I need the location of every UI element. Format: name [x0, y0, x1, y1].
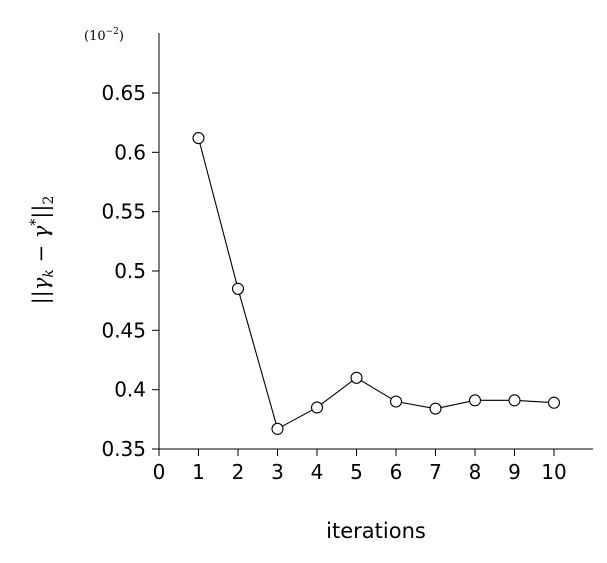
data-point: [389, 395, 403, 408]
x-tick-label: 3: [271, 460, 284, 484]
scale-exponent: −2: [106, 27, 119, 37]
data-point: [429, 402, 442, 415]
x-tick-label: 9: [508, 460, 521, 484]
data-point: [468, 394, 482, 407]
data-point: [192, 132, 205, 145]
y-axis-title: ||γk − γ*||2: [28, 196, 57, 305]
y-tick-label: 0.65: [101, 81, 146, 105]
x-tick-label: 6: [390, 460, 403, 484]
data-point: [350, 371, 363, 384]
data-point: [271, 422, 284, 435]
y-tick-label: 0.35: [101, 437, 146, 461]
data-markers: [192, 132, 561, 435]
y-tick-label: 0.6: [114, 140, 146, 164]
data-point: [547, 396, 561, 409]
x-tick-label: 4: [311, 460, 324, 484]
x-tick-label: 2: [232, 460, 245, 484]
x-tick-label: 7: [429, 460, 442, 484]
scale-note: (10−2): [84, 27, 124, 44]
series-line: [197, 137, 555, 430]
x-tick-label: 0: [153, 460, 166, 484]
y-tick-label: 0.45: [101, 318, 146, 342]
axes: [158, 33, 593, 450]
y-tick-label: 0.55: [101, 200, 146, 224]
y-ticks: 0.35 0.4 0.45 0.5 0.55 0.6 0.65: [101, 81, 159, 461]
data-point: [231, 282, 245, 295]
x-tick-label: 10: [541, 460, 566, 484]
data-point: [310, 401, 324, 414]
x-tick-label: 1: [192, 460, 205, 484]
x-tick-label: 5: [350, 460, 363, 484]
x-tick-label: 8: [469, 460, 482, 484]
x-axis-title: iterations: [326, 519, 426, 543]
y-tick-label: 0.4: [114, 378, 146, 402]
x-ticks: 0 1 2 3 4 5 6 7 8 9 10: [153, 449, 567, 484]
data-point: [508, 394, 521, 407]
y-tick-label: 0.5: [114, 259, 146, 283]
